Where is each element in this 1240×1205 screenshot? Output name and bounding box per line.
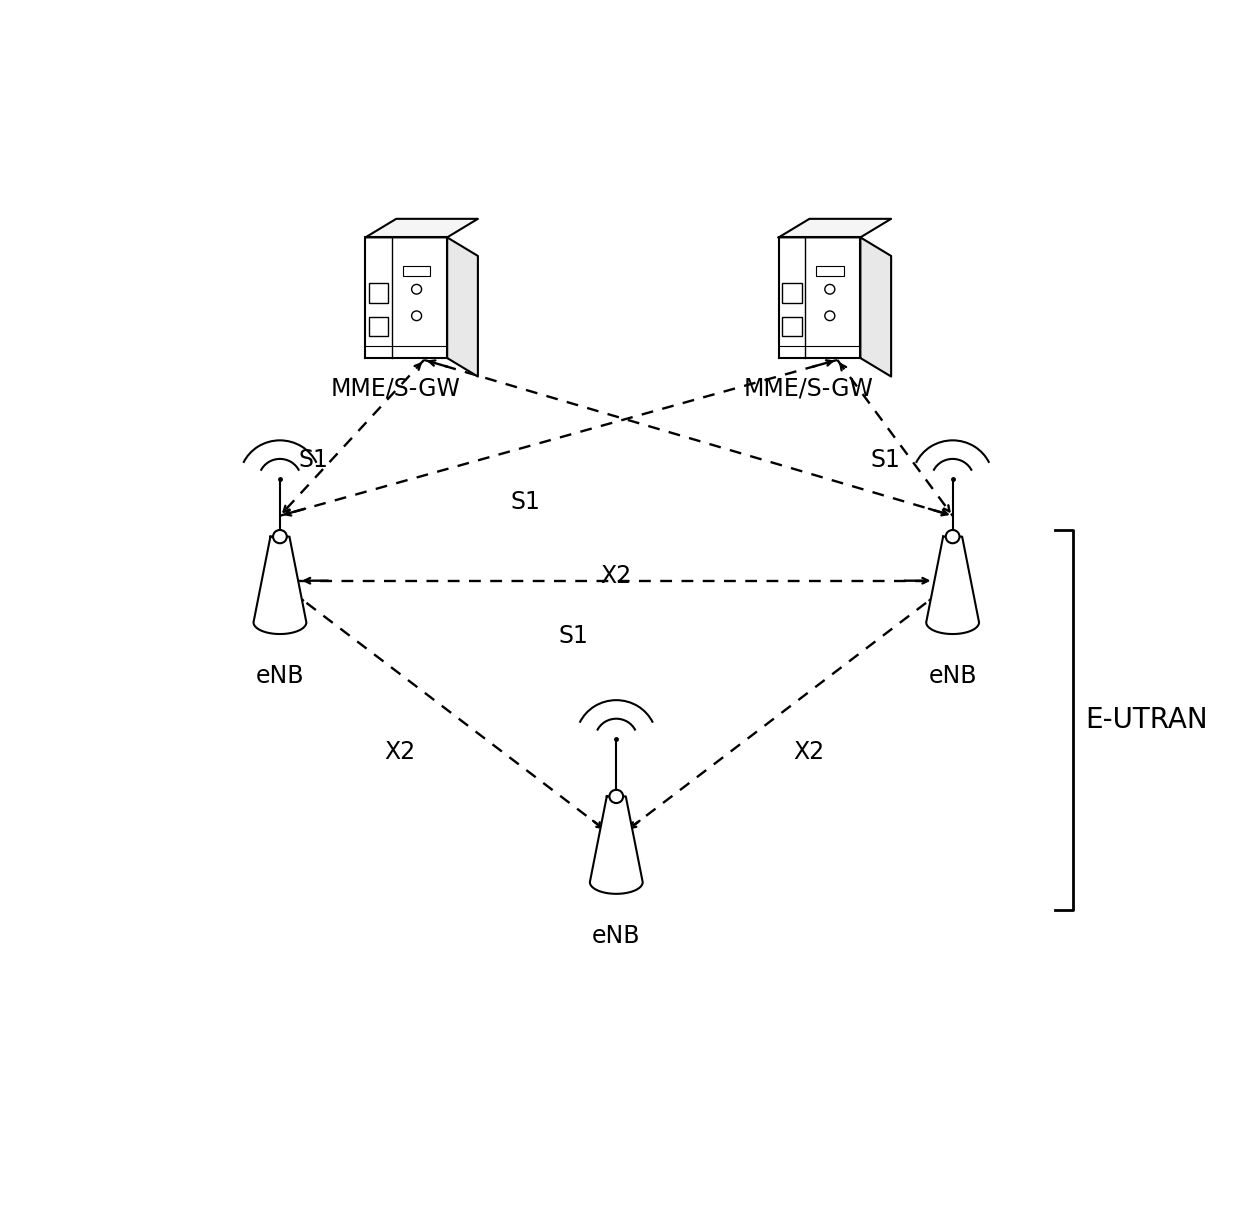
Text: S1: S1 [558,624,588,648]
Circle shape [825,284,835,294]
Circle shape [946,530,960,543]
Bar [782,283,801,302]
Bar [403,266,430,276]
Polygon shape [861,237,892,376]
Polygon shape [779,219,892,237]
Circle shape [273,530,286,543]
Text: MME/S-GW: MME/S-GW [744,376,873,400]
Text: eNB: eNB [591,924,641,948]
Polygon shape [779,237,861,358]
Bar [816,266,843,276]
Text: S1: S1 [510,489,539,513]
Text: eNB: eNB [929,664,977,688]
Polygon shape [590,797,642,894]
Polygon shape [253,536,306,634]
Circle shape [412,311,422,321]
Polygon shape [926,536,980,634]
Circle shape [825,311,835,321]
Circle shape [412,284,422,294]
Text: X2: X2 [792,740,825,764]
Polygon shape [366,219,477,237]
Text: E-UTRAN: E-UTRAN [1085,706,1208,734]
Bar [782,317,801,336]
Text: MME/S-GW: MME/S-GW [330,376,460,400]
Circle shape [609,789,624,803]
Polygon shape [366,237,448,358]
Text: S1: S1 [870,448,900,472]
Bar [368,317,388,336]
Text: eNB: eNB [255,664,304,688]
Polygon shape [448,237,477,376]
Text: X2: X2 [600,564,632,588]
Text: S1: S1 [299,448,329,472]
Text: X2: X2 [384,740,415,764]
Bar [368,283,388,302]
